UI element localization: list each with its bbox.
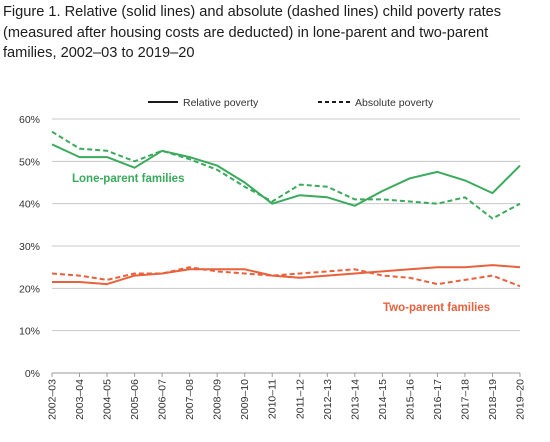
- series-label: Two-parent families: [383, 302, 490, 314]
- chart-title: Figure 1. Relative (solid lines) and abs…: [3, 4, 502, 61]
- y-tick-label: 50%: [19, 156, 40, 168]
- x-tick-label: 2019–20: [515, 379, 527, 420]
- x-tick-label: 2016–17: [432, 379, 444, 420]
- y-tick-label: 0%: [25, 368, 40, 380]
- x-tick-label: 2009–10: [239, 379, 251, 420]
- x-tick-label: 2002–03: [47, 379, 59, 420]
- x-tick-label: 2018–19: [487, 379, 499, 420]
- x-tick-label: 2017–18: [459, 379, 471, 420]
- x-tick-label: 2011–12: [294, 379, 306, 419]
- x-tick-label: 2012–13: [322, 379, 334, 420]
- legend-label: Relative poverty: [183, 97, 259, 109]
- x-tick-label: 2003–04: [74, 379, 86, 420]
- lone-parent-families-absolute-line: [51, 130, 521, 220]
- x-tick-label: 2015–16: [404, 379, 416, 420]
- y-tick-label: 40%: [19, 199, 40, 211]
- x-tick-label: 2004–05: [102, 379, 114, 420]
- two-parent-families-relative-line: [52, 264, 521, 286]
- legend-label: Absolute poverty: [355, 97, 434, 109]
- x-tick-label: 2010–11: [267, 379, 279, 419]
- y-tick-label: 60%: [19, 114, 40, 126]
- series-label: Lone-parent families: [72, 173, 184, 185]
- lone-parent-families-relative-line: [51, 143, 521, 207]
- x-tick-label: 2014–15: [377, 379, 389, 420]
- x-tick-label: 2008–09: [212, 379, 224, 420]
- two-parent-families-absolute-line: [51, 266, 521, 288]
- x-tick-label: 2013–14: [349, 379, 361, 420]
- x-tick-label: 2006–07: [157, 379, 169, 420]
- y-tick-label: 10%: [19, 326, 40, 338]
- x-tick-label: 2007–08: [184, 379, 196, 420]
- x-tick-label: 2005–06: [129, 379, 141, 420]
- y-tick-label: 30%: [19, 241, 40, 253]
- y-tick-label: 20%: [19, 283, 40, 295]
